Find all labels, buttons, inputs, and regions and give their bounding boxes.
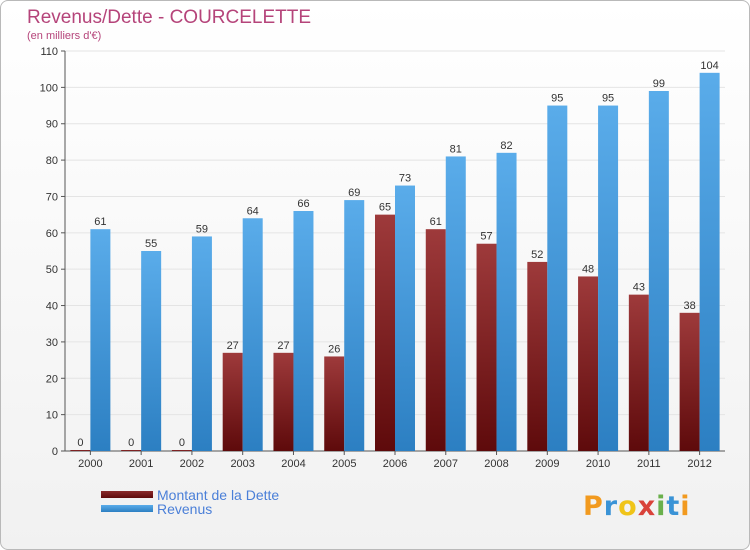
bar-revenue bbox=[496, 152, 517, 451]
data-label-revenue: 104 bbox=[700, 60, 718, 72]
x-tick-label: 2002 bbox=[180, 458, 204, 470]
y-tick-label: 30 bbox=[46, 337, 58, 349]
data-label-revenue: 61 bbox=[94, 216, 106, 228]
bar-debt bbox=[578, 276, 599, 451]
legend-label-debt: Montant de la Dette bbox=[157, 487, 280, 503]
data-label-revenue: 95 bbox=[551, 93, 563, 105]
data-label-revenue: 81 bbox=[450, 143, 462, 155]
legend-swatch-debt bbox=[101, 491, 153, 498]
proxiti-logo: Proxiti bbox=[583, 491, 691, 522]
x-tick-label: 2005 bbox=[332, 458, 356, 470]
data-label-revenue: 69 bbox=[348, 187, 360, 199]
y-tick-label: 90 bbox=[46, 119, 58, 131]
data-label-debt: 0 bbox=[77, 437, 83, 449]
x-tick-label: 2006 bbox=[383, 458, 407, 470]
logo-letter: i bbox=[680, 491, 691, 522]
data-label-revenue: 99 bbox=[653, 78, 665, 90]
chart-subtitle: (en milliers d'€) bbox=[27, 30, 102, 42]
x-tick-label: 2004 bbox=[281, 458, 305, 470]
bar-revenue bbox=[293, 211, 314, 451]
x-tick-label: 2001 bbox=[129, 458, 153, 470]
bar-revenue bbox=[598, 105, 619, 451]
data-label-revenue: 64 bbox=[247, 205, 259, 217]
data-label-revenue: 82 bbox=[500, 140, 512, 152]
logo-letter: o bbox=[618, 491, 638, 522]
bar-revenue bbox=[141, 251, 162, 451]
bar-revenue bbox=[699, 72, 720, 452]
logo-letter: P bbox=[583, 491, 604, 522]
data-label-debt: 52 bbox=[531, 249, 543, 261]
bar-debt bbox=[171, 450, 192, 451]
data-label-debt: 43 bbox=[633, 282, 645, 294]
y-tick-label: 20 bbox=[46, 373, 58, 385]
x-tick-label: 2008 bbox=[484, 458, 508, 470]
x-tick-label: 2011 bbox=[637, 458, 661, 470]
data-labels: 0 61 0 55 0 59 27 64 27 66 26 69 65 73 61 81 57 82 52 95 48 9… bbox=[77, 60, 718, 449]
bar-debt bbox=[121, 450, 142, 451]
y-tick-label: 0 bbox=[52, 446, 58, 458]
bar-revenue bbox=[344, 200, 365, 451]
bar-revenue bbox=[395, 185, 415, 451]
bar-debt bbox=[273, 352, 294, 451]
data-label-debt: 38 bbox=[683, 300, 695, 312]
bar-revenue bbox=[191, 236, 212, 451]
bar-revenue bbox=[242, 218, 263, 451]
data-label-debt: 48 bbox=[582, 263, 594, 275]
y-tick-labels: 0 10 20 30 40 50 60 70 80 90 100 110 bbox=[40, 46, 58, 458]
data-label-debt: 26 bbox=[328, 343, 340, 355]
data-label-debt: 61 bbox=[430, 216, 442, 228]
bar-revenue bbox=[648, 91, 669, 451]
y-tick-label: 80 bbox=[46, 155, 58, 167]
data-label-revenue: 73 bbox=[399, 173, 411, 185]
x-tick-label: 2009 bbox=[535, 458, 559, 470]
data-label-debt: 0 bbox=[179, 437, 185, 449]
bar-debt bbox=[527, 261, 548, 451]
bar-revenue bbox=[547, 105, 568, 451]
x-tick-label: 2003 bbox=[230, 458, 254, 470]
y-tick-label: 60 bbox=[46, 228, 58, 240]
y-tick-label: 10 bbox=[46, 410, 58, 422]
bar-debt bbox=[679, 312, 700, 451]
logo-letter: i bbox=[656, 491, 667, 522]
bar-debt bbox=[476, 243, 497, 451]
x-tick-label: 2000 bbox=[78, 458, 102, 470]
data-label-debt: 0 bbox=[128, 437, 134, 449]
logo-letter: r bbox=[603, 491, 619, 522]
y-tick-label: 100 bbox=[40, 82, 58, 94]
bar-debt bbox=[70, 450, 91, 451]
bar-debt bbox=[324, 356, 345, 451]
x-tick-label: 2010 bbox=[586, 458, 610, 470]
bar-debt bbox=[375, 214, 395, 451]
logo-letter: x bbox=[637, 491, 657, 522]
data-label-debt: 27 bbox=[277, 340, 289, 352]
legend-swatch-revenue bbox=[101, 505, 153, 512]
x-tick-labels: 2000 2001 2002 2003 2004 2005 2006 2007 2008 2009… bbox=[78, 458, 712, 470]
y-tick-label: 70 bbox=[46, 191, 58, 203]
data-label-revenue: 55 bbox=[145, 238, 157, 250]
y-tick-label: 40 bbox=[46, 301, 58, 313]
chart-title: Revenus/Dette - COURCELETTE bbox=[27, 7, 312, 28]
x-tick-label: 2007 bbox=[434, 458, 458, 470]
y-tick-label: 50 bbox=[46, 264, 58, 276]
bars bbox=[70, 72, 720, 452]
data-label-revenue: 59 bbox=[196, 223, 208, 235]
logo-letter: t bbox=[666, 491, 681, 522]
bar-debt bbox=[222, 352, 243, 451]
bar-debt bbox=[425, 229, 446, 451]
data-label-debt: 57 bbox=[480, 231, 492, 243]
y-tick-label: 110 bbox=[40, 46, 58, 58]
bar-revenue bbox=[90, 229, 111, 451]
x-tick-label: 2012 bbox=[687, 458, 711, 470]
data-label-revenue: 66 bbox=[297, 198, 309, 210]
data-label-debt: 27 bbox=[227, 340, 239, 352]
data-label-debt: 65 bbox=[379, 202, 391, 214]
bar-revenue bbox=[445, 156, 466, 452]
data-label-revenue: 95 bbox=[602, 93, 614, 105]
bar-debt bbox=[628, 294, 649, 451]
legend-label-revenue: Revenus bbox=[157, 501, 213, 517]
